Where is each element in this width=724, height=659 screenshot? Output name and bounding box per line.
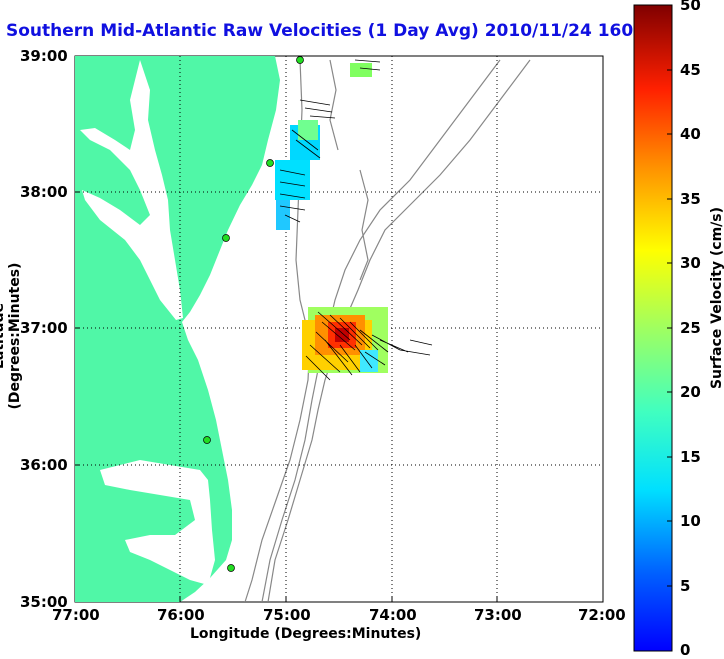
y-tick-label: 37:00 [20, 319, 68, 337]
chesapeake-bay [80, 60, 183, 320]
colorbar-tick-label: 15 [680, 448, 701, 466]
colorbar [633, 4, 673, 652]
x-tick-label: 73:00 [474, 606, 522, 624]
x-tick-label: 75:00 [263, 606, 311, 624]
map-title: Southern Mid-Atlantic Raw Velocities (1 … [6, 21, 636, 41]
y-tick-label: 38:00 [20, 183, 68, 201]
axis-ticks [75, 191, 498, 602]
colorbar-tick-label: 0 [680, 641, 691, 659]
radar-stations [203, 56, 304, 572]
colorbar-tick-label: 10 [680, 512, 701, 530]
x-tick-label: 76:00 [157, 606, 205, 624]
velocity-patch-south [302, 307, 388, 373]
colorbar-ticks [667, 4, 672, 652]
velocity-vectors [279, 59, 433, 381]
pamlico-sound [100, 460, 215, 585]
colorbar-tick-label: 35 [680, 190, 701, 208]
colorbar-tick-label: 5 [680, 577, 691, 595]
y-tick-label: 35:00 [20, 593, 68, 611]
x-tick-label: 72:00 [578, 606, 626, 624]
colorbar-tick-label: 50 [680, 0, 701, 14]
colorbar-tick-label: 45 [680, 61, 701, 79]
colorbar-tick-label: 40 [680, 125, 701, 143]
x-tick-label: 77:00 [52, 606, 100, 624]
colorbar-tick-label: 30 [680, 254, 701, 272]
colorbar-tick-label: 25 [680, 319, 701, 337]
velocity-patch-north [275, 63, 372, 230]
y-tick-label: 36:00 [20, 456, 68, 474]
x-axis-label: Longitude (Degrees:Minutes) [190, 626, 422, 642]
y-axis-label: Latitude (Degrees:Minutes) [0, 262, 23, 410]
x-tick-label: 74:00 [369, 606, 417, 624]
y-tick-label: 39:00 [20, 47, 68, 65]
colorbar-tick-label: 20 [680, 383, 701, 401]
colorbar-label: Surface Velocity (cm/s) [709, 206, 724, 390]
